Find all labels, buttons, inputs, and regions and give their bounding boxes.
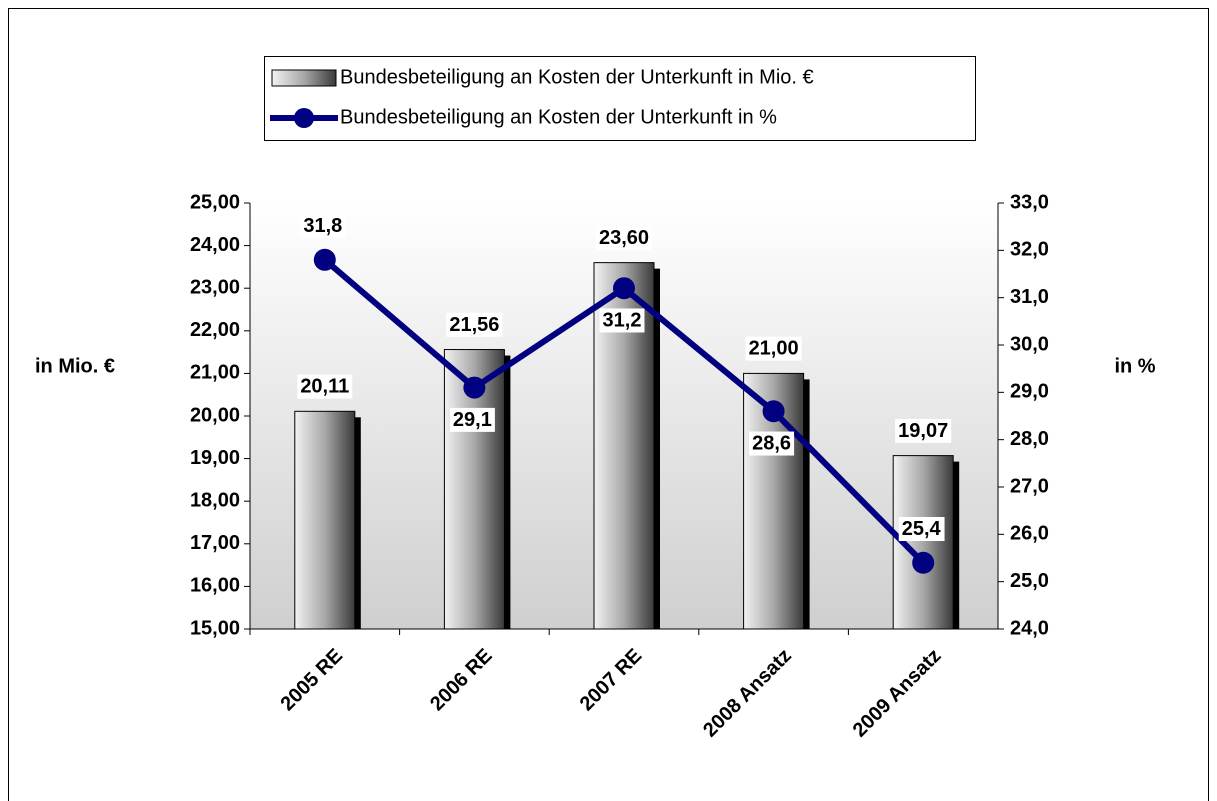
data-label: 29,1 [453, 409, 492, 431]
y-tick-label: 25,00 [190, 191, 240, 213]
data-label-bg [595, 225, 653, 250]
data-label: 23,60 [599, 227, 649, 249]
y-axis-label: in Mio. € [35, 355, 115, 377]
y-tick-label: 18,00 [190, 489, 240, 511]
line-marker [463, 376, 486, 399]
legend-label: Bundesbeteiligung an Kosten der Unterkun… [340, 106, 777, 128]
x-tick-label: 2009 Ansatz [849, 645, 946, 742]
x-tick-label: 2007 RE [576, 645, 647, 716]
data-label-bg [599, 308, 645, 333]
y2-tick-label: 24,0 [1010, 617, 1049, 639]
line-marker [613, 277, 635, 300]
data-label-bg [297, 374, 353, 399]
legend-label: Bundesbeteiligung an Kosten der Unterkun… [340, 66, 814, 88]
data-label: 31,2 [603, 309, 642, 331]
legend [264, 56, 976, 141]
data-label: 21,00 [749, 338, 799, 360]
y-tick-label: 22,00 [190, 319, 240, 341]
y-tick-label: 19,00 [190, 447, 240, 469]
data-label: 28,6 [752, 433, 791, 455]
chart-frame [8, 8, 1209, 801]
line-marker [313, 248, 336, 271]
y2-tick-label: 33,0 [1010, 191, 1049, 213]
data-label: 31,8 [303, 215, 342, 237]
data-label-bg [898, 517, 945, 542]
y-tick-label: 16,00 [190, 575, 240, 597]
y2-tick-label: 29,0 [1010, 381, 1049, 403]
x-tick-label: 2005 RE [276, 645, 347, 716]
y-tick-label: 20,00 [190, 404, 240, 426]
data-label: 19,07 [898, 420, 948, 442]
data-label-bg [745, 336, 802, 361]
data-label: 21,56 [449, 314, 499, 336]
y2-tick-label: 25,0 [1010, 570, 1049, 592]
y2-tick-label: 28,0 [1010, 428, 1049, 450]
y2-tick-label: 32,0 [1010, 239, 1049, 261]
line-marker [912, 551, 935, 574]
y-tick-label: 15,00 [190, 617, 240, 639]
data-label-bg [446, 312, 503, 337]
data-label-bg [749, 431, 795, 456]
legend-swatch [271, 69, 337, 87]
y2-axis-label: in % [1114, 355, 1155, 377]
line-marker [762, 400, 785, 423]
bar [294, 410, 356, 630]
y2-tick-label: 27,0 [1010, 475, 1049, 497]
legend-swatch [294, 108, 314, 128]
y-tick-label: 23,00 [190, 276, 240, 298]
data-label: 20,11 [300, 376, 349, 398]
x-tick-label: 2006 RE [426, 645, 497, 716]
data-label-bg [449, 407, 495, 432]
data-label-bg [300, 214, 346, 239]
y-tick-label: 17,00 [190, 532, 240, 554]
data-label: 25,4 [902, 518, 942, 540]
x-tick-label: 2008 Ansatz [699, 645, 796, 742]
y2-tick-label: 26,0 [1010, 523, 1049, 545]
y-tick-label: 24,00 [190, 234, 240, 256]
data-label-bg [895, 418, 952, 443]
y-tick-label: 21,00 [190, 362, 240, 384]
y2-tick-label: 30,0 [1010, 333, 1049, 355]
y2-tick-label: 31,0 [1010, 286, 1049, 308]
